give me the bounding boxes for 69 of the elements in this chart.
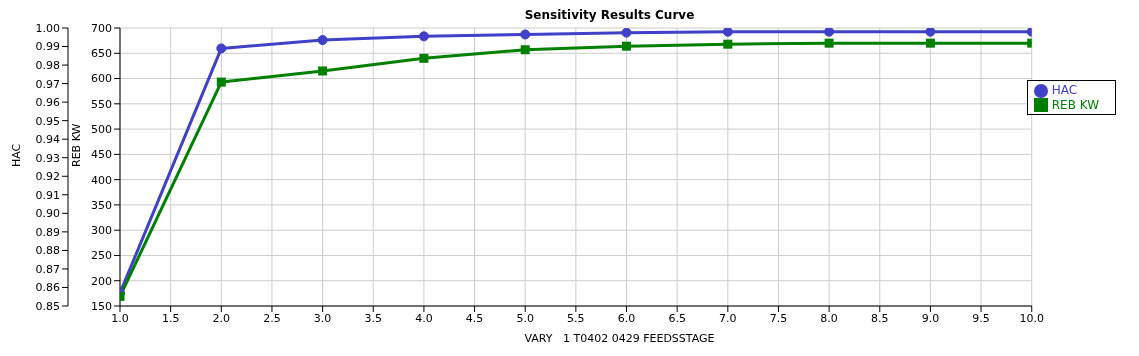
x-tick-label: 7.0 — [719, 311, 737, 325]
y2-tick-label: 350 — [91, 198, 112, 212]
point — [621, 28, 632, 38]
y2-tick-label: 400 — [91, 173, 112, 187]
y-tick-label: 0.89 — [35, 225, 60, 239]
x-tick-label: 8.5 — [871, 311, 889, 325]
point — [722, 28, 733, 37]
y-tick-label: 1.00 — [35, 21, 60, 35]
y-tick-label: 0.93 — [35, 151, 60, 165]
chart-title: Sensitivity Results Curve — [523, 8, 696, 22]
x-tick-label: 3.0 — [313, 311, 332, 325]
y-tick-label: 0.91 — [35, 188, 60, 202]
x-tick-label: 6.0 — [617, 311, 636, 325]
x-tick-label: 2.0 — [212, 311, 231, 325]
point — [418, 31, 429, 42]
y-tick-label: 0.92 — [35, 170, 60, 184]
y2-tick-label: 250 — [91, 249, 112, 263]
y-tick-label: 0.88 — [35, 244, 60, 258]
point — [622, 41, 632, 51]
point — [216, 43, 227, 54]
y2-tick-label: 200 — [91, 274, 112, 288]
y-axis-title: HAC — [9, 143, 23, 167]
x-tick-label: 1.5 — [161, 311, 180, 325]
y2-tick-label: 700 — [91, 21, 112, 35]
x-tick-label: 9.0 — [921, 311, 940, 325]
y-tick-label: 0.95 — [35, 114, 60, 128]
point — [318, 66, 328, 76]
y2-tick-label: 500 — [91, 123, 112, 136]
x-tick-label: 4.5 — [465, 311, 484, 325]
y-tick-label: 0.85 — [35, 299, 60, 313]
x-tick-label: 5.5 — [567, 311, 585, 325]
x-tick-label: 2.5 — [263, 311, 281, 325]
x-tick-label: 8.0 — [820, 311, 838, 325]
x-tick-label: 1.0 — [111, 311, 129, 325]
x-axis-title: VARY 1 T0402 0429 FEEDSSTAGE — [523, 332, 716, 345]
point — [520, 45, 530, 55]
y-tick-label: 0.98 — [35, 58, 60, 72]
y-tick-label: 0.94 — [35, 133, 60, 147]
y2-axis-title: REB KW — [69, 123, 83, 167]
y-tick-label: 0.96 — [35, 96, 60, 110]
x-tick-label: 9.5 — [972, 311, 990, 325]
legend-label: REB KW — [1051, 97, 1099, 112]
point — [216, 77, 226, 87]
point — [723, 39, 733, 49]
y-tick-label: 0.97 — [35, 77, 60, 91]
point — [824, 38, 834, 48]
x-tick-label: 6.5 — [668, 311, 686, 325]
y2-tick-label: 450 — [91, 148, 112, 162]
point — [317, 35, 328, 46]
point — [520, 29, 531, 40]
y-tick-label: 0.90 — [35, 207, 60, 221]
y2-tick-label: 600 — [91, 72, 112, 86]
x-tick-label: 3.5 — [364, 311, 383, 325]
y-tick-label: 0.99 — [35, 40, 60, 54]
y2-tick-label: 300 — [91, 224, 112, 238]
y-tick-label: 0.87 — [35, 262, 60, 276]
y-tick-label: 0.86 — [35, 281, 60, 295]
x-tick-label: 7.5 — [769, 311, 788, 325]
y2-tick-label: 550 — [91, 97, 112, 111]
point — [925, 28, 936, 37]
x-tick-label: 4.0 — [415, 311, 433, 325]
y2-tick-label: 650 — [91, 47, 112, 61]
x-tick-label: 5.0 — [516, 311, 534, 325]
x-tick-label: 10.0 — [1019, 311, 1044, 325]
point — [824, 28, 835, 37]
y2-tick-label: 150 — [91, 299, 112, 313]
point — [925, 38, 935, 48]
point — [419, 53, 429, 63]
legend-label: HAC — [1051, 83, 1078, 97]
